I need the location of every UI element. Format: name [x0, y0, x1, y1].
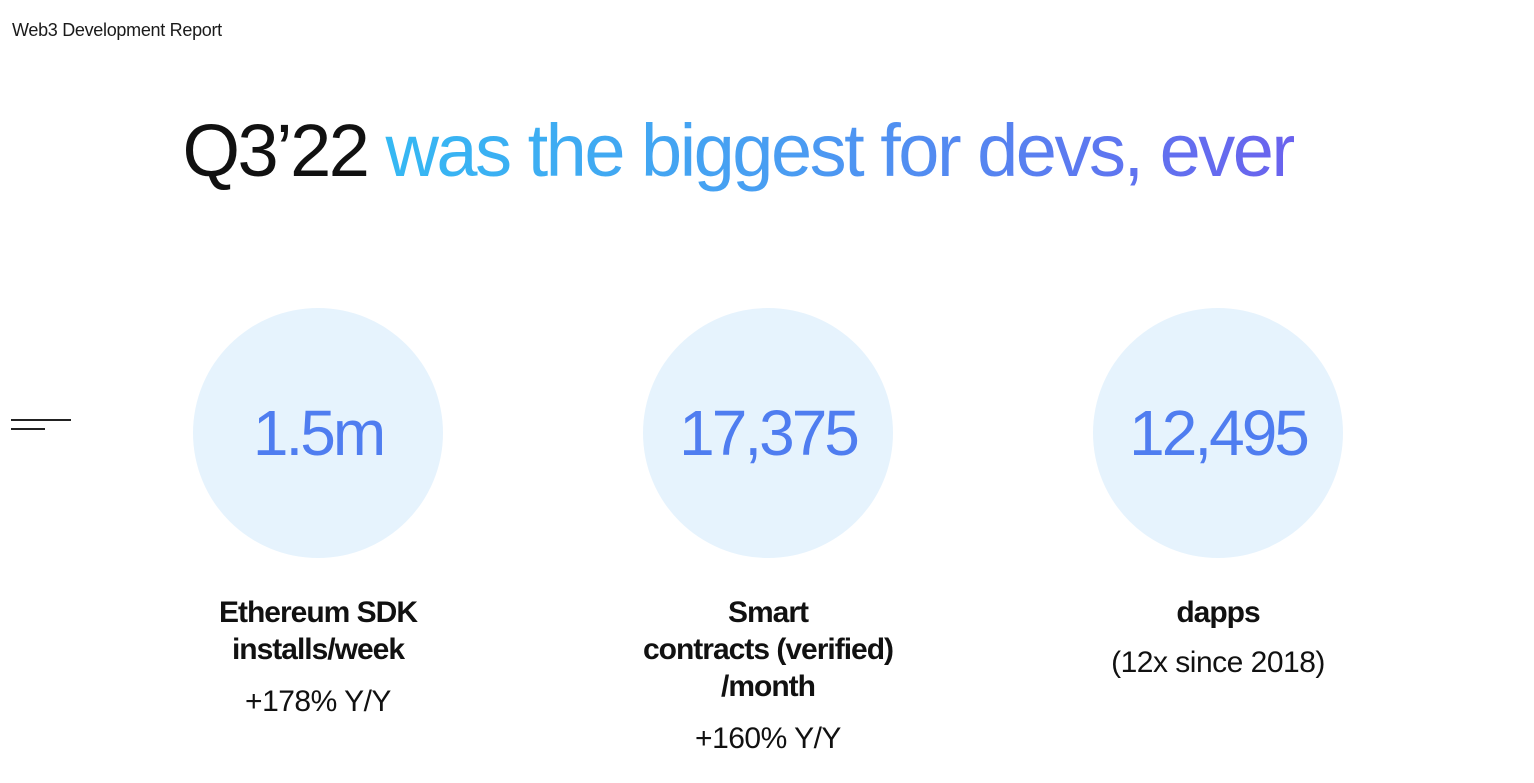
stat-sdk-installs: 1.5m Ethereum SDK installs/week +178% Y/… — [148, 308, 488, 720]
headline-lead: Q3’22 — [182, 109, 369, 192]
menu-line-short — [11, 428, 45, 430]
stat-label-line: dapps — [1176, 596, 1260, 629]
stat-dapps: 12,495 dapps (12x since 2018) — [1048, 308, 1388, 681]
stat-circle: 17,375 — [643, 308, 893, 558]
menu-line-long — [11, 419, 71, 421]
stat-value: 17,375 — [679, 397, 860, 469]
stat-value: 1.5m — [252, 397, 386, 469]
menu-lines-icon[interactable] — [11, 416, 71, 436]
stat-circle: 1.5m — [193, 308, 443, 558]
stat-label: Smart contracts (verified) /month — [598, 594, 938, 705]
headline-rest: was the biggest for devs, ever — [385, 109, 1296, 192]
stat-label-line: /month — [721, 670, 816, 703]
stat-label-line: Smart — [727, 596, 809, 629]
stat-circle: 12,495 — [1093, 308, 1343, 558]
stat-label: dapps — [1048, 594, 1388, 631]
stat-label-line: Ethereum SDK — [218, 596, 418, 629]
headline: Q3’22 was the biggest for devs, ever — [0, 106, 1476, 196]
stat-value: 12,495 — [1129, 397, 1310, 469]
stat-label: Ethereum SDK installs/week — [148, 594, 488, 668]
stat-smart-contracts: 17,375 Smart contracts (verified) /month… — [598, 308, 938, 757]
stat-note: (12x since 2018) — [1111, 646, 1325, 679]
stat-growth: +160% Y/Y — [695, 722, 841, 755]
report-title: Web3 Development Report — [12, 20, 222, 40]
stat-growth: +178% Y/Y — [245, 685, 391, 718]
stat-label-line: installs/week — [231, 633, 405, 666]
stat-label-line: contracts (verified) — [642, 633, 894, 666]
